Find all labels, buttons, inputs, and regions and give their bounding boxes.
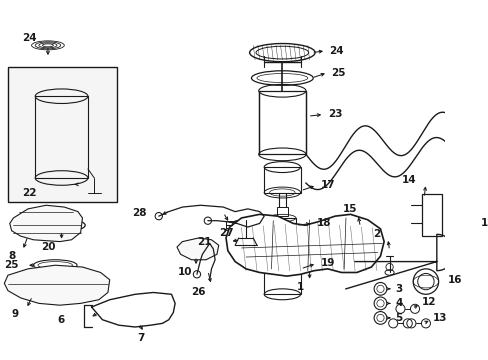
Text: 6: 6 bbox=[57, 315, 64, 325]
Text: 28: 28 bbox=[132, 207, 146, 217]
Bar bbox=[264, 247, 300, 294]
Text: 5: 5 bbox=[394, 313, 402, 323]
Text: 18: 18 bbox=[316, 219, 331, 229]
Text: 1: 1 bbox=[296, 282, 304, 292]
Polygon shape bbox=[4, 265, 109, 305]
Bar bbox=[264, 167, 300, 193]
Text: 16: 16 bbox=[447, 275, 461, 285]
Text: 8: 8 bbox=[8, 251, 15, 261]
Text: 25: 25 bbox=[4, 260, 19, 270]
Text: 10: 10 bbox=[178, 267, 192, 278]
Text: 15: 15 bbox=[342, 204, 356, 214]
Text: 12: 12 bbox=[422, 297, 436, 307]
Bar bbox=[445, 207, 465, 252]
Text: 24: 24 bbox=[22, 33, 37, 43]
Text: 13: 13 bbox=[432, 313, 447, 323]
Bar bbox=[258, 91, 305, 154]
Text: 22: 22 bbox=[22, 188, 37, 198]
Text: 24: 24 bbox=[329, 46, 344, 56]
Text: 21: 21 bbox=[197, 237, 211, 247]
Text: 20: 20 bbox=[41, 242, 55, 252]
Bar bbox=[225, 221, 237, 230]
Text: 3: 3 bbox=[394, 284, 402, 294]
Text: 17: 17 bbox=[320, 180, 334, 190]
Text: 4: 4 bbox=[394, 298, 402, 309]
Bar bbox=[35, 96, 88, 178]
Text: 9: 9 bbox=[12, 309, 19, 319]
Bar bbox=[422, 194, 441, 236]
Text: 19: 19 bbox=[320, 258, 334, 269]
Polygon shape bbox=[177, 238, 218, 260]
Text: 26: 26 bbox=[191, 288, 205, 297]
Text: 2: 2 bbox=[372, 229, 380, 239]
Polygon shape bbox=[225, 214, 384, 276]
Text: 27: 27 bbox=[218, 228, 233, 238]
Polygon shape bbox=[10, 205, 82, 242]
Text: 23: 23 bbox=[327, 109, 342, 120]
Text: 14: 14 bbox=[402, 175, 416, 185]
Bar bbox=[268, 218, 295, 234]
Bar bbox=[276, 207, 287, 216]
Bar bbox=[8, 67, 117, 202]
Text: 11: 11 bbox=[479, 219, 488, 229]
Text: 25: 25 bbox=[331, 68, 345, 78]
Text: 7: 7 bbox=[137, 333, 144, 343]
